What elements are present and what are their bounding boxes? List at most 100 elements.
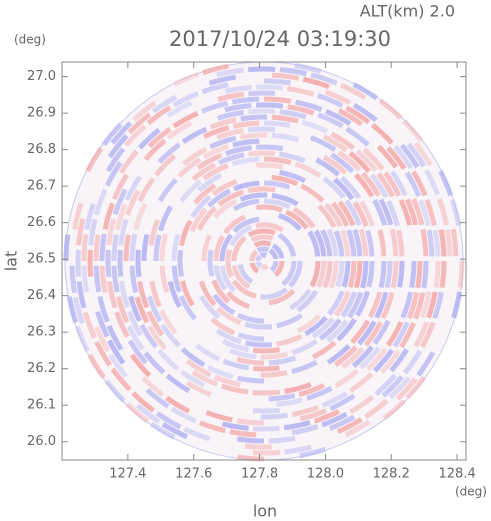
echo-cell <box>222 358 250 371</box>
echo-cell <box>233 180 260 192</box>
chart-title: 2017/10/24 03:19:30 <box>169 27 391 51</box>
echo-cell <box>277 212 302 231</box>
echo-cell <box>159 265 170 294</box>
echo-cell <box>95 311 110 338</box>
echo-cell <box>268 393 296 402</box>
echo-cell <box>420 228 429 257</box>
echo-cell <box>148 219 161 246</box>
echo-cell <box>165 373 191 394</box>
altitude-label: ALT(km) 2.0 <box>360 2 455 21</box>
echo-cell <box>131 391 155 413</box>
echo-cell <box>255 102 284 109</box>
echo-cell <box>397 260 405 288</box>
echo-cell <box>390 260 399 289</box>
echo-cell <box>208 74 237 86</box>
y-tick-label: 26.9 <box>27 106 56 121</box>
echo-cell <box>171 233 181 262</box>
echo-cell <box>211 179 238 197</box>
echo-cell <box>255 162 284 170</box>
echo-cell <box>248 108 276 115</box>
echo-cell <box>252 365 280 372</box>
echo-cell <box>275 333 303 347</box>
echo-cell <box>224 103 252 113</box>
echo-cell <box>229 429 257 438</box>
echo-cell <box>271 243 285 259</box>
echo-cell <box>389 170 408 197</box>
echo-cell <box>349 395 375 415</box>
echo-cell <box>203 125 230 139</box>
echo-cell <box>355 149 378 172</box>
echo-cell <box>117 249 124 277</box>
echo-cell <box>340 82 367 100</box>
echo-cell <box>195 343 221 362</box>
echo-cell <box>437 198 449 226</box>
echo-cell <box>365 229 375 257</box>
echo-cell <box>157 348 180 371</box>
y-unit: (deg) <box>14 33 46 47</box>
echo-cell <box>260 263 269 270</box>
echo-cell <box>298 383 325 397</box>
echo-cell <box>357 320 377 346</box>
echo-cell <box>432 229 441 257</box>
echo-cell <box>252 389 281 396</box>
echo-cell <box>223 214 247 235</box>
echo-cell <box>124 124 147 147</box>
echo-cell <box>106 281 118 309</box>
echo-cell <box>112 173 129 200</box>
echo-cell <box>129 353 152 378</box>
echo-cell <box>352 201 369 228</box>
y-tick-label: 26.1 <box>27 398 56 413</box>
echo-cell <box>231 96 260 105</box>
echo-cell <box>281 260 297 287</box>
echo-cell <box>232 198 260 212</box>
x-tick-label: 128.0 <box>307 467 344 482</box>
echo-cell <box>271 132 300 143</box>
echo-cell <box>105 249 112 278</box>
echo-cell <box>147 325 168 351</box>
echo-cell <box>151 94 178 114</box>
echo-cell <box>108 353 129 379</box>
echo-cell <box>402 119 424 143</box>
echo-cell <box>279 109 307 120</box>
echo-cell <box>353 260 363 289</box>
echo-cell <box>370 123 394 145</box>
echo-cell <box>252 449 281 456</box>
echo-cell <box>147 295 163 323</box>
echo-cell <box>284 382 312 394</box>
echo-cell <box>263 156 292 166</box>
echo-cell <box>198 280 217 307</box>
echo-cell <box>72 202 84 230</box>
echo-cell <box>104 161 123 187</box>
echo-cell <box>333 177 355 201</box>
echo-cell <box>277 232 297 257</box>
echo-cell <box>366 347 388 372</box>
radar-echo <box>63 61 465 462</box>
echo-cell <box>81 234 89 262</box>
echo-cell <box>248 90 276 97</box>
x-tick-label: 127.6 <box>175 467 212 482</box>
echo-cell <box>132 100 157 122</box>
echo-cell <box>263 120 291 128</box>
echo-cell <box>405 375 427 400</box>
echo-cell <box>285 209 309 230</box>
echo-cell <box>369 173 389 199</box>
echo-cell <box>111 265 120 293</box>
echo-cell <box>330 131 356 151</box>
echo-cell <box>376 172 395 198</box>
echo-cell <box>380 349 401 374</box>
echo-cell <box>135 249 142 278</box>
echo-cell <box>406 142 427 168</box>
echo-cell <box>255 204 283 213</box>
echo-cell <box>185 380 212 398</box>
echo-cell <box>317 112 344 129</box>
echo-cell <box>250 234 274 243</box>
echo-cell <box>386 200 400 227</box>
echo-cell <box>177 157 202 178</box>
echo-cell <box>292 206 316 229</box>
echo-cell <box>268 288 296 306</box>
echo-cell <box>320 229 333 257</box>
echo-cell <box>159 309 178 335</box>
echo-cell <box>255 254 262 262</box>
echo-cell <box>231 265 251 290</box>
echo-cell <box>231 156 260 167</box>
